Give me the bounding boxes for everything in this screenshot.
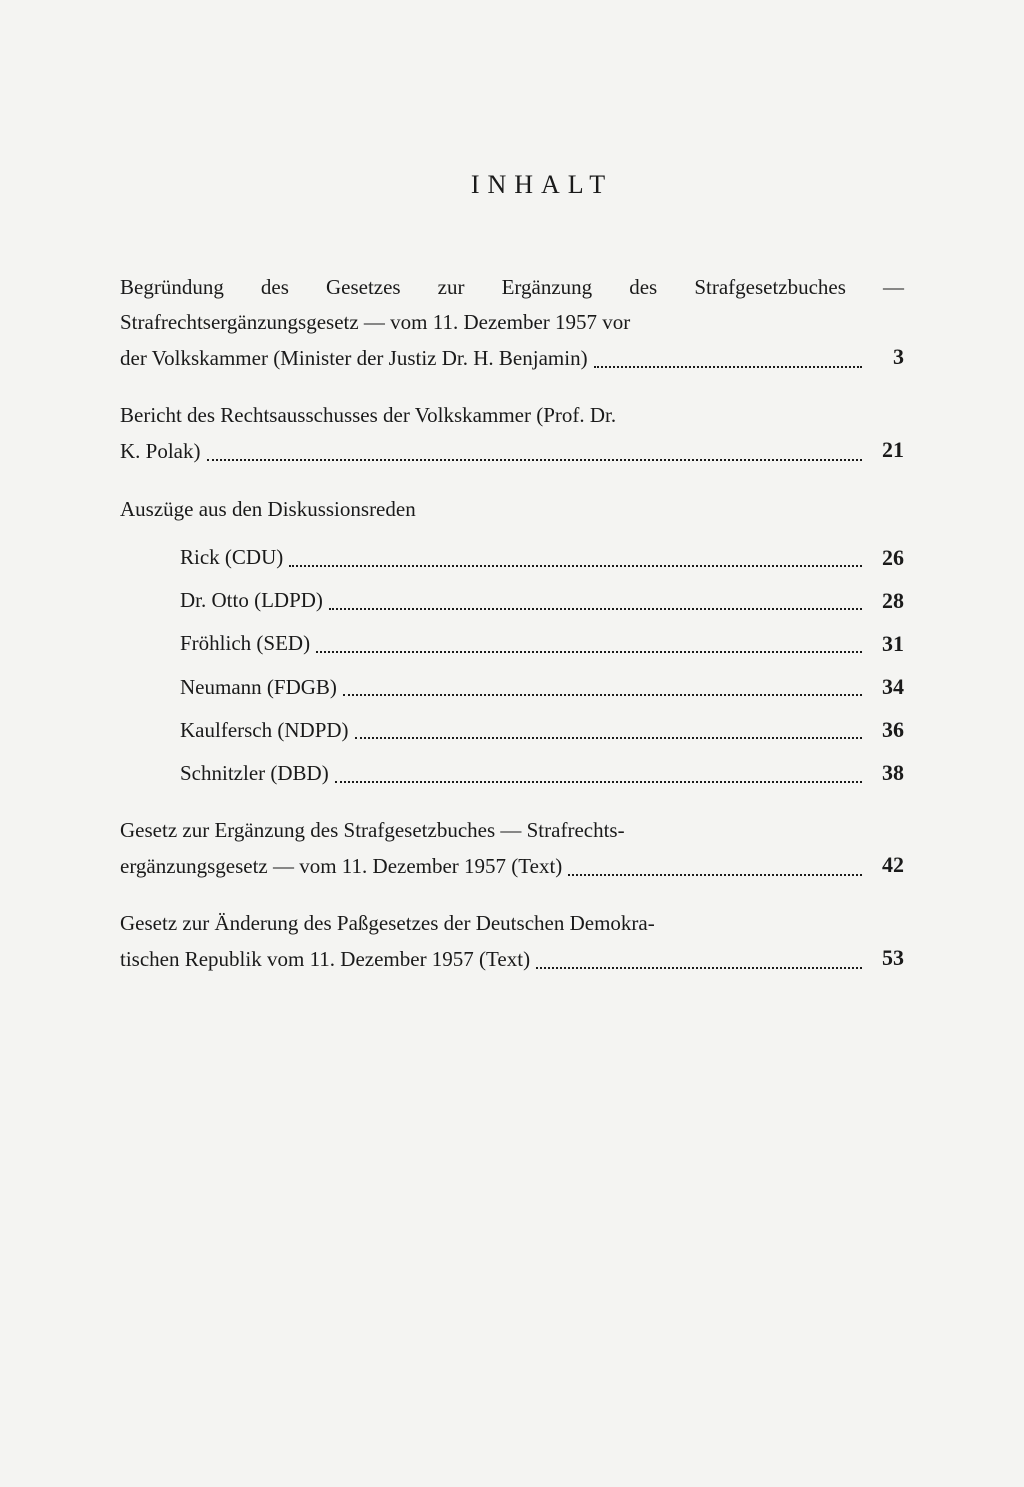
toc-entry-lastline: ergänzungsgesetz — vom 11. Dezember 1957… [120, 847, 904, 883]
toc-entry-lastline-text: tischen Republik vom 11. Dezember 1957 (… [120, 942, 530, 977]
toc-leader [568, 874, 862, 876]
toc-leader [536, 967, 862, 969]
toc-leader [594, 366, 862, 368]
toc-entry-lastline-text: der Volkskammer (Minister der Justiz Dr.… [120, 341, 588, 376]
toc-entry-text: Bericht des Rechtsausschusses der Volksk… [120, 398, 904, 433]
toc-entry: Begründung des Gesetzes zur Ergänzung de… [120, 270, 904, 376]
toc-sub-entry: Dr. Otto (LDPD) 28 [180, 583, 904, 618]
toc-entry-lastline: der Volkskammer (Minister der Justiz Dr.… [120, 339, 904, 375]
toc-sub-entry-text: Kaulfersch (NDPD) [180, 714, 349, 748]
toc-sub-entry-text: Fröhlich (SED) [180, 627, 310, 661]
toc-page-number: 28 [868, 583, 904, 618]
toc-page-number: 26 [868, 540, 904, 575]
toc-entry: Gesetz zur Ergänzung des Strafgesetzbuch… [120, 813, 904, 884]
toc-sub-entry: Kaulfersch (NDPD) 36 [180, 712, 904, 747]
toc-entry-text: Gesetz zur Änderung des Paßgesetzes der … [120, 906, 904, 941]
toc-sub-entry-text: Dr. Otto (LDPD) [180, 584, 323, 618]
toc-sub-entry: Schnitzler (DBD) 38 [180, 755, 904, 790]
toc-sub-entry: Rick (CDU) 26 [180, 540, 904, 575]
toc-sub-entry-text: Neumann (FDGB) [180, 671, 337, 705]
toc-leader [355, 737, 862, 739]
toc-entry-text: Begründung des Gesetzes zur Ergänzung de… [120, 270, 904, 339]
toc-page-number: 31 [868, 626, 904, 661]
toc-page-number: 53 [868, 940, 904, 976]
toc-container: Begründung des Gesetzes zur Ergänzung de… [120, 270, 904, 977]
toc-page-number: 38 [868, 755, 904, 790]
toc-leader [343, 694, 862, 696]
toc-entry-text: Gesetz zur Ergänzung des Strafgesetzbuch… [120, 813, 904, 848]
toc-entry: Bericht des Rechtsausschusses der Volksk… [120, 398, 904, 469]
toc-page-number: 36 [868, 712, 904, 747]
toc-page-number: 21 [868, 432, 904, 468]
toc-sub-entry: Neumann (FDGB) 34 [180, 669, 904, 704]
toc-page-number: 34 [868, 669, 904, 704]
page-title: INHALT [180, 170, 904, 200]
toc-leader [329, 608, 862, 610]
toc-leader [207, 459, 863, 461]
toc-entry-lastline-text: ergänzungsgesetz — vom 11. Dezember 1957… [120, 849, 562, 884]
toc-leader [335, 781, 862, 783]
toc-sub-entry: Fröhlich (SED) 31 [180, 626, 904, 661]
toc-leader [289, 565, 862, 567]
toc-page-number: 3 [868, 339, 904, 375]
toc-page-number: 42 [868, 847, 904, 883]
toc-entry-lastline: K. Polak) 21 [120, 432, 904, 468]
toc-entry: Gesetz zur Änderung des Paßgesetzes der … [120, 906, 904, 977]
toc-sub-entry-text: Rick (CDU) [180, 541, 283, 575]
toc-leader [316, 651, 862, 653]
toc-section-header: Auszüge aus den Diskussionsreden [120, 497, 904, 522]
toc-sub-entry-text: Schnitzler (DBD) [180, 757, 329, 791]
toc-entry-lastline: tischen Republik vom 11. Dezember 1957 (… [120, 940, 904, 976]
toc-entry-lastline-text: K. Polak) [120, 434, 201, 469]
